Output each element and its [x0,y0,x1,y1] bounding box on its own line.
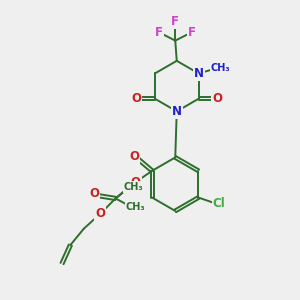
Text: F: F [188,26,196,39]
Text: F: F [171,15,179,28]
Text: O: O [131,92,141,105]
Text: O: O [129,150,139,163]
Text: N: N [194,67,204,80]
Text: O: O [89,188,99,200]
Text: Cl: Cl [213,197,226,210]
Text: O: O [131,176,141,189]
Text: N: N [172,105,182,118]
Text: CH₃: CH₃ [124,182,143,192]
Text: O: O [212,92,222,105]
Text: F: F [155,26,163,39]
Text: CH₃: CH₃ [211,63,230,73]
Text: CH₃: CH₃ [126,202,145,212]
Text: O: O [95,207,105,220]
